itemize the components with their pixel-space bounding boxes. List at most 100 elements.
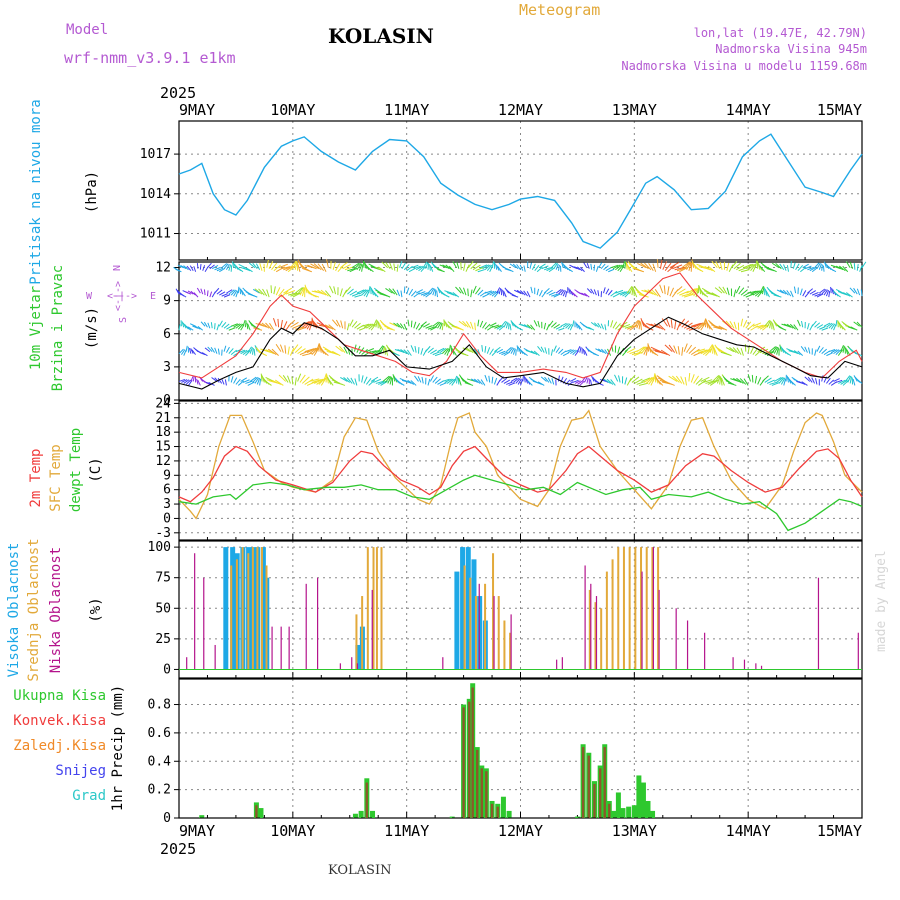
wind-barb [586,377,589,384]
wind-barb [406,265,413,272]
wind-barb [553,323,560,329]
wind-barb [568,288,571,295]
wind-barb [441,347,448,354]
wind-barb [304,378,314,385]
wind-barb [728,264,734,272]
wind-barb [773,346,779,354]
wind-barb [714,375,721,383]
wind-barb [835,320,838,327]
wind-barb [486,264,493,272]
wind-barb [757,324,766,329]
wind-barb [769,321,772,329]
wind-barb [455,376,459,384]
y-tick-label: 0 [163,662,171,677]
wind-barb [633,289,638,298]
wind-barb [280,266,291,270]
wind-barb [745,293,755,298]
wind-barb [727,382,737,386]
wind-barb [833,324,837,331]
wind-barb [762,350,771,355]
wind-barb [830,323,836,330]
wind-barb [323,373,327,382]
wind-barb [637,263,647,269]
wind-barb [272,318,277,327]
wind-barb [299,287,305,296]
wind-barb [346,377,353,384]
wind-barb [309,347,318,355]
wind-barb [477,378,483,385]
wind-barb [214,323,216,330]
wind-barb [523,376,526,383]
model-label: Model [66,22,108,38]
wind-barb [291,376,294,385]
wind-barb [698,379,707,386]
wind-barb [715,261,721,269]
wind-barb [278,288,285,297]
wind-barb [287,346,290,355]
wind-barb [769,381,778,385]
wind-barb [434,321,441,328]
wind-barb [669,262,680,269]
y-tick-label: 24 [155,396,171,411]
wind-barb [536,288,540,296]
wind-barb [634,268,644,273]
wind-barb [378,266,386,273]
cloud-bar [622,547,625,670]
wind-barb [310,263,320,270]
wind-barb [382,375,390,382]
wind-barb [778,377,785,384]
wind-barb [595,265,599,272]
wind-barb [230,323,238,327]
y-tick-label: 0 [163,393,171,408]
wind-barb [240,349,248,355]
wind-barb [638,293,649,298]
wind-barb [235,378,241,385]
wind-barb [707,380,717,385]
wind-barb [221,263,228,269]
wind-barb [482,264,490,270]
wind-barb [605,288,610,295]
y-tick-label: 15 [155,440,171,455]
wind-barb [302,320,311,328]
wind-barb [852,378,856,386]
wind-barb [826,352,833,357]
wind-barb [400,290,403,298]
wind-barb [842,379,849,386]
wind-barb [833,378,840,382]
wind-barb [786,323,794,329]
wind-barb [494,325,502,329]
wind-barb [707,344,713,352]
wind-barb [636,346,645,353]
wind-barb [477,319,480,327]
wind-barb [434,289,437,297]
wind-barb [309,378,320,382]
wind-barb [723,352,732,357]
wind-barb [555,325,563,330]
wind-barb [373,319,378,327]
wind-barb [501,351,508,356]
wind-barb [686,288,696,294]
wind-barb [273,286,276,295]
wind-barb [299,350,310,356]
wind-barb [203,289,206,296]
wind-barb [614,323,621,330]
wind-barb [253,348,256,356]
wind-barb [415,289,423,294]
cloud-bar [493,596,495,670]
wind-barb [508,382,516,386]
wind-barb [279,344,284,353]
wind-barb [396,264,399,272]
precip-total-bar [645,800,651,818]
wind-barb [351,262,360,269]
wind-barb [462,347,471,353]
wind-barb [436,290,438,298]
wind-barb [544,376,550,383]
wind-barb [523,324,531,329]
wind-barb [393,375,398,383]
wind-barb [363,323,372,328]
wind-barb [452,291,460,298]
wind-barb [238,349,246,354]
wind-barb [491,261,495,268]
wind-barb [562,323,569,328]
wind-barb [700,322,706,331]
